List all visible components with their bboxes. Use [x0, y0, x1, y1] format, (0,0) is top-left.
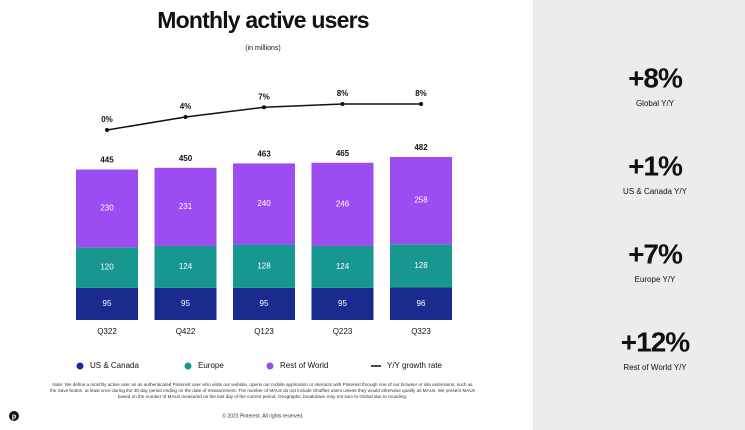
- x-tick-label: Q223: [333, 327, 353, 336]
- bar-segment: [154, 287, 217, 320]
- growth-point: [183, 115, 188, 119]
- bar-label: 231: [179, 202, 193, 211]
- x-tick-label: Q123: [254, 327, 274, 336]
- bar-segment: [76, 169, 138, 248]
- side-panel: [533, 0, 745, 430]
- chart-title: Monthly active users: [157, 7, 369, 33]
- kpi-label: Rest of World Y/Y: [623, 363, 687, 372]
- bar-segment: [233, 163, 295, 245]
- kpi-value: +12%: [621, 326, 690, 357]
- kpi-label: Europe Y/Y: [635, 275, 676, 284]
- bar-segment: [311, 245, 374, 288]
- growth-label: 0%: [101, 115, 113, 124]
- bar-label: 96: [417, 299, 426, 308]
- growth-label: 8%: [337, 89, 349, 98]
- kpi-label: US & Canada Y/Y: [623, 187, 688, 196]
- legend-label: Y/Y growth rate: [387, 361, 443, 370]
- bar-segment: [154, 167, 217, 246]
- total-label: 465: [336, 149, 350, 158]
- kpi-value: +7%: [628, 238, 683, 269]
- legend-label: Rest of World: [280, 361, 328, 370]
- bar-segment: [390, 287, 452, 320]
- bar-label: 95: [181, 299, 190, 308]
- bar-segment: [390, 157, 452, 245]
- bar-label: 230: [100, 204, 114, 213]
- growth-label: 4%: [180, 102, 192, 111]
- bar-label: 258: [414, 196, 428, 205]
- growth-point: [105, 128, 109, 132]
- growth-label: 7%: [258, 92, 270, 101]
- bar-label: 128: [414, 261, 428, 270]
- kpi-value: +8%: [628, 62, 683, 93]
- legend-swatch: [266, 362, 274, 370]
- bar-segment: [76, 287, 138, 320]
- legend-swatch: [76, 362, 84, 370]
- bar-segment: [154, 245, 217, 288]
- bar-segment: [76, 247, 138, 288]
- x-tick-label: Q322: [97, 327, 117, 336]
- bar-label: 95: [338, 299, 347, 308]
- bar-label: 240: [257, 199, 271, 208]
- total-label: 463: [257, 150, 271, 159]
- bar-segment: [390, 244, 452, 288]
- bar-segment: [233, 244, 295, 288]
- total-label: 482: [414, 143, 428, 152]
- growth-point: [419, 102, 423, 106]
- kpi-value: +1%: [628, 150, 683, 181]
- bar-label: 124: [336, 262, 350, 271]
- bar-label: 128: [257, 261, 271, 270]
- bar-segment: [311, 287, 374, 320]
- bar-label: 124: [179, 262, 193, 271]
- footer: © 2023 Pinterest. All rights reserved.: [222, 412, 303, 419]
- logo-letter: p: [12, 413, 16, 420]
- growth-label: 8%: [415, 89, 427, 98]
- bar-label: 120: [100, 263, 114, 272]
- legend-label: Europe: [198, 361, 224, 370]
- x-tick-label: Q323: [411, 327, 431, 336]
- note: Note: We define a monthly active user as…: [50, 382, 475, 399]
- kpi-label: Global Y/Y: [636, 99, 675, 108]
- bar-label: 95: [103, 299, 112, 308]
- bar-label: 95: [260, 299, 269, 308]
- bar-segment: [311, 162, 374, 246]
- total-label: 445: [100, 156, 114, 165]
- logo: [9, 411, 19, 421]
- growth-point: [262, 105, 266, 110]
- total-label: 450: [179, 154, 193, 163]
- chart-subtitle: (in millions): [245, 45, 280, 52]
- x-tick-label: Q422: [176, 327, 196, 336]
- bar-label: 246: [336, 199, 350, 208]
- legend-swatch: [184, 362, 192, 370]
- growth-point: [340, 102, 345, 106]
- legend-label: US & Canada: [90, 361, 139, 370]
- bar-segment: [233, 287, 295, 320]
